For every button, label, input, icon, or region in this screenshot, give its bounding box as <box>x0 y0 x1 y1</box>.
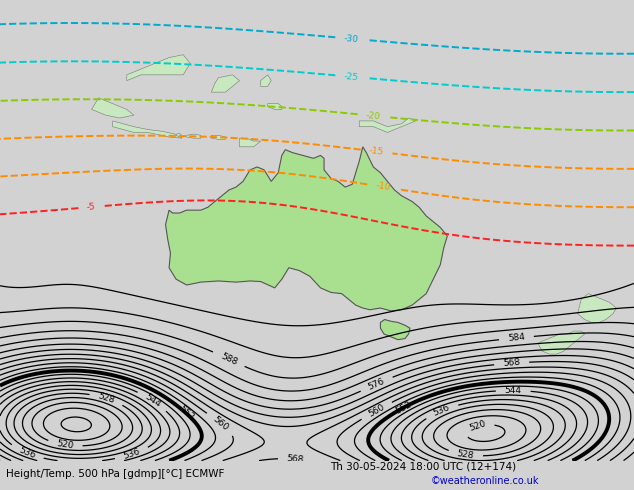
Polygon shape <box>268 103 281 109</box>
Polygon shape <box>240 138 261 147</box>
Polygon shape <box>578 294 616 322</box>
Text: 536: 536 <box>122 447 141 461</box>
Text: -30: -30 <box>344 33 359 44</box>
Polygon shape <box>211 135 226 139</box>
Text: 528: 528 <box>456 449 475 461</box>
Polygon shape <box>359 118 416 132</box>
Text: 568: 568 <box>503 358 521 368</box>
Text: 560: 560 <box>367 402 386 418</box>
Text: -20: -20 <box>366 111 381 121</box>
Polygon shape <box>261 75 271 86</box>
Polygon shape <box>127 55 190 80</box>
Polygon shape <box>211 75 240 92</box>
Text: 552: 552 <box>394 399 413 416</box>
Text: Height/Temp. 500 hPa [gdmp][°C] ECMWF: Height/Temp. 500 hPa [gdmp][°C] ECMWF <box>6 469 224 479</box>
Text: 544: 544 <box>143 392 162 409</box>
Polygon shape <box>165 147 448 311</box>
Text: 568: 568 <box>287 454 304 465</box>
Text: Th 30-05-2024 18:00 UTC (12+174): Th 30-05-2024 18:00 UTC (12+174) <box>330 462 516 471</box>
Text: 576: 576 <box>367 376 386 392</box>
Text: -5: -5 <box>86 202 96 212</box>
Text: 588: 588 <box>219 351 238 367</box>
Text: 528: 528 <box>97 392 116 405</box>
Text: ©weatheronline.co.uk: ©weatheronline.co.uk <box>431 476 540 486</box>
Text: 536: 536 <box>17 445 37 461</box>
Text: 544: 544 <box>505 386 522 395</box>
Polygon shape <box>380 319 410 340</box>
Polygon shape <box>113 121 182 138</box>
Text: 536: 536 <box>432 403 451 418</box>
Polygon shape <box>186 134 201 138</box>
Text: 520: 520 <box>56 439 74 451</box>
Text: 584: 584 <box>507 333 526 343</box>
Polygon shape <box>91 98 134 118</box>
Text: 560: 560 <box>211 415 230 433</box>
Polygon shape <box>539 331 585 354</box>
Polygon shape <box>176 134 182 137</box>
Text: 552: 552 <box>176 404 195 422</box>
Text: -25: -25 <box>344 72 359 82</box>
Text: -10: -10 <box>375 181 391 193</box>
Text: -15: -15 <box>369 146 384 157</box>
Text: 520: 520 <box>468 419 487 433</box>
